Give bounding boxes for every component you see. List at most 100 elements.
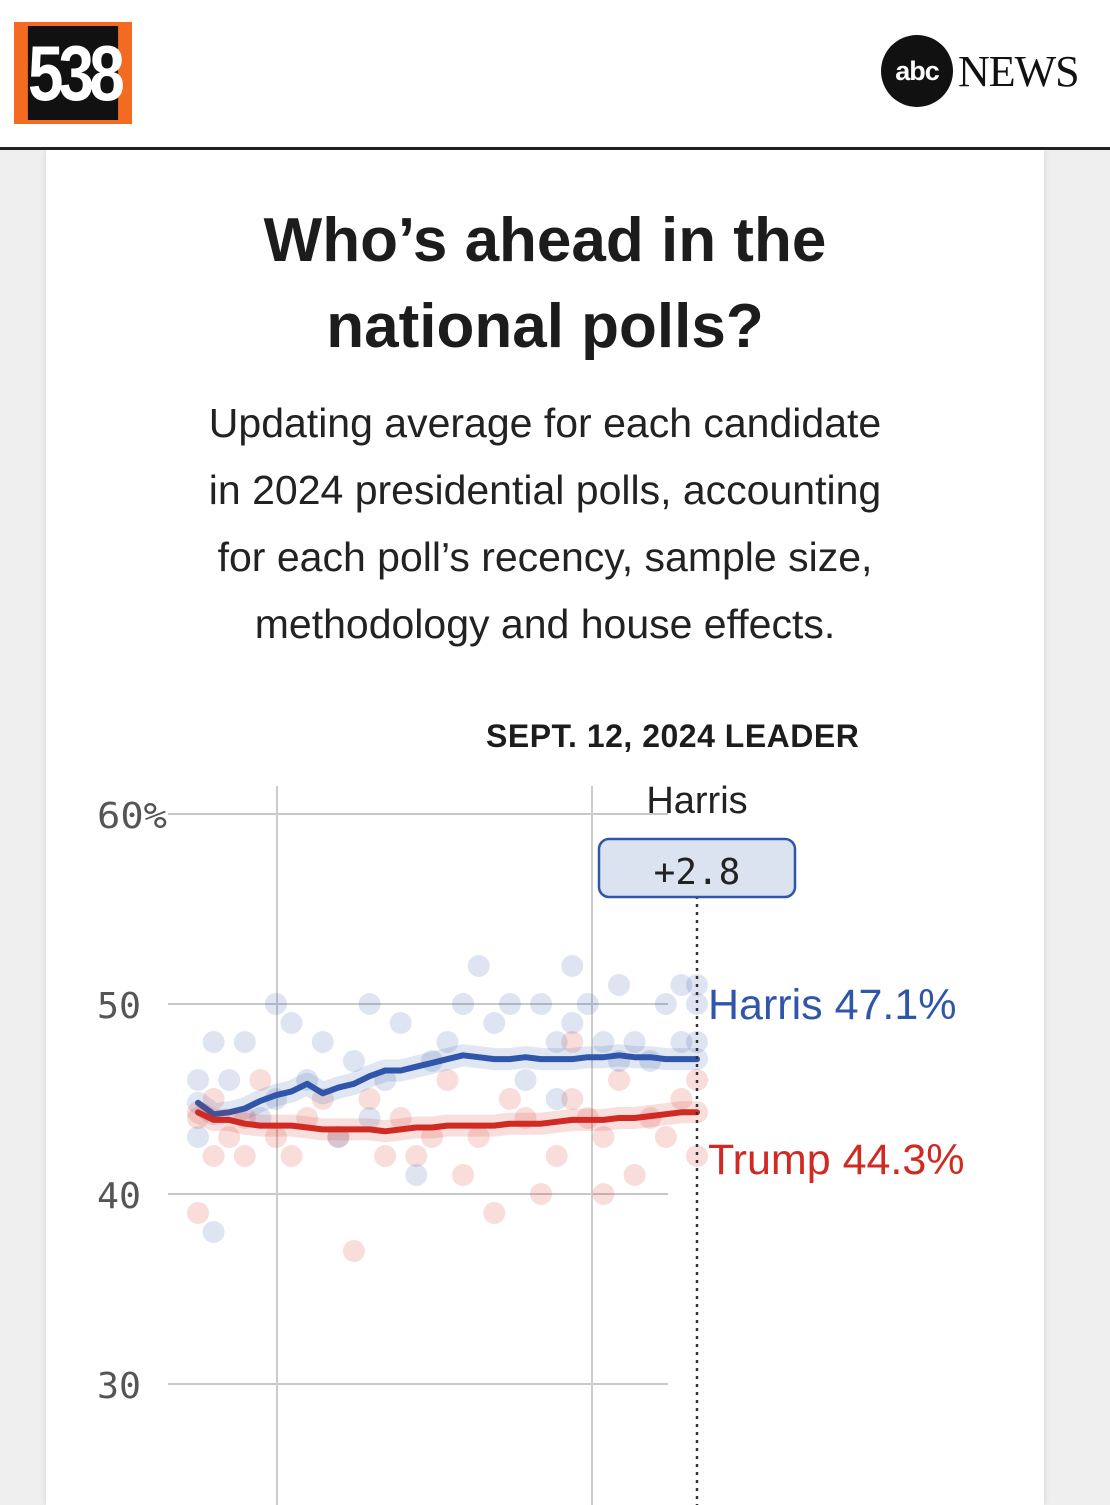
subtitle-line-1: Updating average for each candidate: [208, 400, 882, 446]
harris-poll-dot: [530, 993, 553, 1015]
harris-poll-dot: [561, 955, 584, 977]
subtitle-line-3: for each poll’s recency, sample size,: [217, 534, 873, 580]
harris-poll-dot: [514, 1069, 537, 1091]
harris-poll-dot: [202, 1221, 225, 1243]
harris-poll-dot: [686, 993, 708, 1015]
trump-poll-dot: [670, 1088, 693, 1110]
harris-poll-dot: [405, 1164, 428, 1186]
title-line-2: national polls?: [326, 292, 764, 361]
y-axis-ticks: 60% 50 40 30: [92, 792, 168, 1407]
trump-poll-dot: [342, 1240, 365, 1262]
harris-poll-dot: [545, 1088, 568, 1110]
trump-poll-dot: [592, 1126, 615, 1148]
trump-poll-dot: [218, 1126, 241, 1148]
harris-poll-dot: [545, 1031, 568, 1053]
abc-logo[interactable]: abc: [881, 35, 953, 107]
trump-end-label: Trump 44.3%: [708, 1136, 965, 1184]
margin-badge[interactable]: +2.8: [597, 837, 797, 899]
trump-poll-dot: [249, 1069, 272, 1091]
chart-title: Who’s ahead in the national polls?: [46, 198, 1044, 370]
subtitle-line-4: methodology and house effects.: [254, 601, 836, 647]
trump-poll-dot: [654, 1126, 677, 1148]
harris-poll-dot: [436, 1031, 459, 1053]
margin-badge-box: [597, 837, 797, 899]
chart-subtitle: Updating average for each candidate in 2…: [106, 390, 984, 658]
y-tick-bg-40: [92, 1172, 168, 1214]
harris-poll-dot: [311, 1031, 334, 1053]
harris-poll-dot: [670, 1031, 693, 1053]
trump-poll-dot: [483, 1202, 506, 1224]
harris-poll-dot: [264, 993, 287, 1015]
harris-poll-dot: [608, 974, 631, 996]
538-logo[interactable]: 538: [14, 22, 132, 124]
harris-poll-dot: [592, 1031, 615, 1053]
trump-poll-dot: [233, 1145, 256, 1167]
trump-poll-dot: [498, 1088, 521, 1110]
harris-poll-dot: [483, 1012, 506, 1034]
538-logo-text: 538: [27, 26, 125, 120]
harris-poll-dot: [623, 1031, 646, 1053]
y-tick-bg-30: [92, 1362, 168, 1404]
trump-poll-dot: [187, 1202, 209, 1224]
trump-poll-dot: [530, 1183, 553, 1205]
harris-poll-dot: [670, 974, 693, 996]
trump-poll-dot: [623, 1164, 646, 1186]
trump-poll-dot: [545, 1145, 568, 1167]
harris-end-label: Harris 47.1%: [708, 981, 957, 1029]
news-wordmark[interactable]: NEWS: [958, 47, 1080, 96]
harris-poll-dot: [358, 1107, 381, 1129]
poll-dots: [187, 955, 708, 1262]
trump-poll-dot: [296, 1107, 319, 1129]
chart-card: Who’s ahead in the national polls? Updat…: [46, 150, 1044, 1505]
trump-poll-dot: [405, 1145, 428, 1167]
harris-poll-dot: [233, 1031, 256, 1053]
harris-poll-dot: [202, 1031, 225, 1053]
margin-badge-value: +2.8: [654, 852, 741, 893]
harris-poll-dot: [561, 1012, 584, 1034]
trump-poll-dot: [561, 1088, 584, 1110]
average-lines: [187, 1044, 708, 1143]
leader-name: Harris: [646, 780, 747, 822]
subtitle-line-2: in 2024 presidential polls, accounting: [208, 467, 882, 513]
y-tick-label-40: 40: [97, 1176, 141, 1217]
y-tick-label-30: 30: [97, 1366, 141, 1407]
harris-poll-dot: [576, 993, 599, 1015]
harris-poll-dot: [389, 1012, 412, 1034]
harris-poll-dot: [498, 993, 521, 1015]
harris-poll-dot: [187, 1069, 209, 1091]
trump-poll-dot: [389, 1107, 412, 1129]
trump-poll-dot: [467, 1126, 490, 1148]
trump-poll-dot: [608, 1069, 631, 1091]
y-tick-bg-50: [92, 982, 168, 1024]
trump-poll-dot: [420, 1126, 443, 1148]
title-line-1: Who’s ahead in the: [263, 206, 827, 275]
trump-average-line: [195, 1109, 700, 1135]
harris-poll-dot: [452, 993, 475, 1015]
trump-poll-dot: [686, 1145, 708, 1167]
y-tick-bg-60: [92, 792, 168, 834]
site-header: 538 abc NEWS: [0, 0, 1110, 150]
trump-poll-dot: [202, 1088, 225, 1110]
trump-poll-dot: [436, 1069, 459, 1091]
leader-heading: SEPT. 12, 2024 LEADER: [486, 718, 860, 754]
y-tick-label-50: 50: [97, 986, 141, 1027]
trump-poll-dot: [264, 1126, 287, 1148]
harris-poll-dot: [358, 993, 381, 1015]
trump-poll-dot: [561, 1031, 584, 1053]
gridlines: [152, 786, 668, 1505]
trump-poll-dot: [452, 1164, 475, 1186]
harris-poll-dot: [654, 993, 677, 1015]
harris-poll-dot: [218, 1069, 241, 1091]
harris-poll-dot: [280, 1012, 303, 1034]
trump-poll-dot: [592, 1183, 615, 1205]
trump-poll-dot: [202, 1145, 225, 1167]
trump-poll-dot: [358, 1088, 381, 1110]
y-tick-label-60: 60%: [97, 796, 167, 837]
harris-average-line: [195, 1052, 700, 1118]
trump-poll-dot: [280, 1145, 303, 1167]
trump-poll-dot: [374, 1145, 397, 1167]
harris-poll-dot: [467, 955, 490, 977]
harris-poll-dot: [187, 1126, 209, 1148]
harris-poll-dot: [342, 1050, 365, 1072]
